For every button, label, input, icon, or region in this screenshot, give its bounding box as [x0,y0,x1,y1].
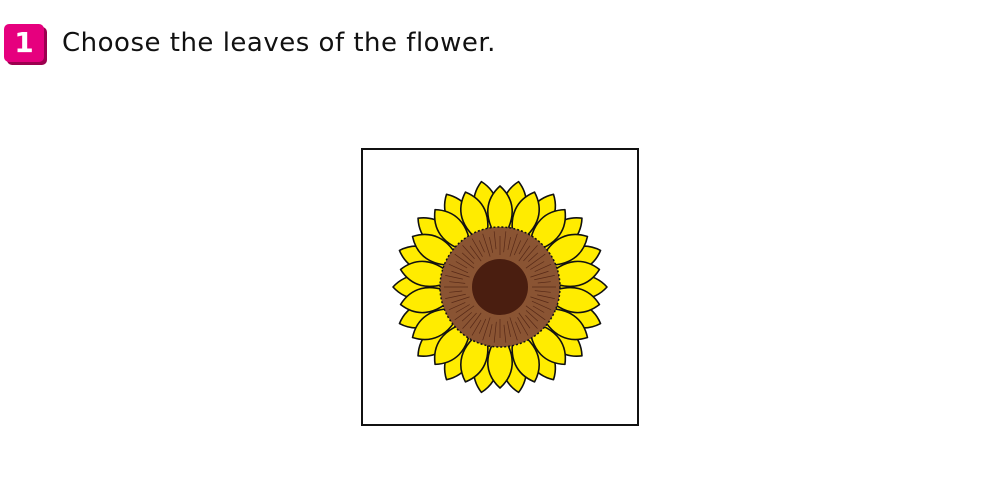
disc-line [489,324,493,337]
disc-line [534,290,551,293]
disc-line [507,237,511,250]
disc-line [523,245,538,262]
disc-line [462,245,475,259]
disc-line [534,275,555,281]
disc-line [513,240,522,256]
disc-line [461,252,475,264]
disc-line [451,270,470,278]
disc-line [478,318,487,334]
disc-line [518,312,531,329]
disc-line [532,305,545,313]
disc-line [503,231,507,253]
disc-line [530,261,545,270]
disc-line [525,310,539,322]
disc-line [525,305,546,321]
disc-line [454,253,475,269]
disc-line [478,240,485,253]
disc-line [518,238,529,255]
disc-line [445,275,463,280]
disc-line [454,305,475,321]
disc-line [449,290,463,293]
disc-line [515,321,522,334]
disc-line [462,312,477,329]
flower-disc-center [472,259,528,315]
disc-line [445,293,466,299]
disc-line [528,252,539,262]
disc-line [530,270,549,278]
disc-line [469,245,482,262]
disc-line [509,233,518,257]
question-number: 1 [14,26,34,59]
disc-line [471,319,482,336]
disc-line [449,281,466,284]
disc-line [518,245,531,262]
question-header: 1 Choose the leaves of the flower. [4,24,496,62]
disc-line [525,315,538,329]
disc-line [493,321,497,343]
question-text: Choose the leaves of the flower. [62,28,496,58]
disc-line [482,317,491,341]
disc-line [537,294,555,299]
disc-line [461,312,472,322]
flower-disc-lines [444,231,556,343]
disc-line [530,296,549,304]
disc-line [531,300,552,311]
disc-line [534,263,552,272]
disc-line [509,317,518,341]
disc-line [517,317,529,336]
disc-line [525,253,546,269]
sunflower-illustration [392,180,608,394]
disc-line [448,302,466,311]
disc-line [455,304,470,313]
disc-line [451,296,470,304]
disc-line [469,312,482,329]
disc-line [482,233,491,257]
image-frame [361,148,639,426]
question-number-badge: 1 [4,24,44,62]
disc-line [448,263,469,274]
disc-line [506,321,511,337]
disc-line [493,231,497,250]
disc-line [503,324,507,343]
disc-line [455,261,468,269]
disc-line [537,281,551,284]
disc-line [489,237,494,253]
disc-line [471,238,483,257]
